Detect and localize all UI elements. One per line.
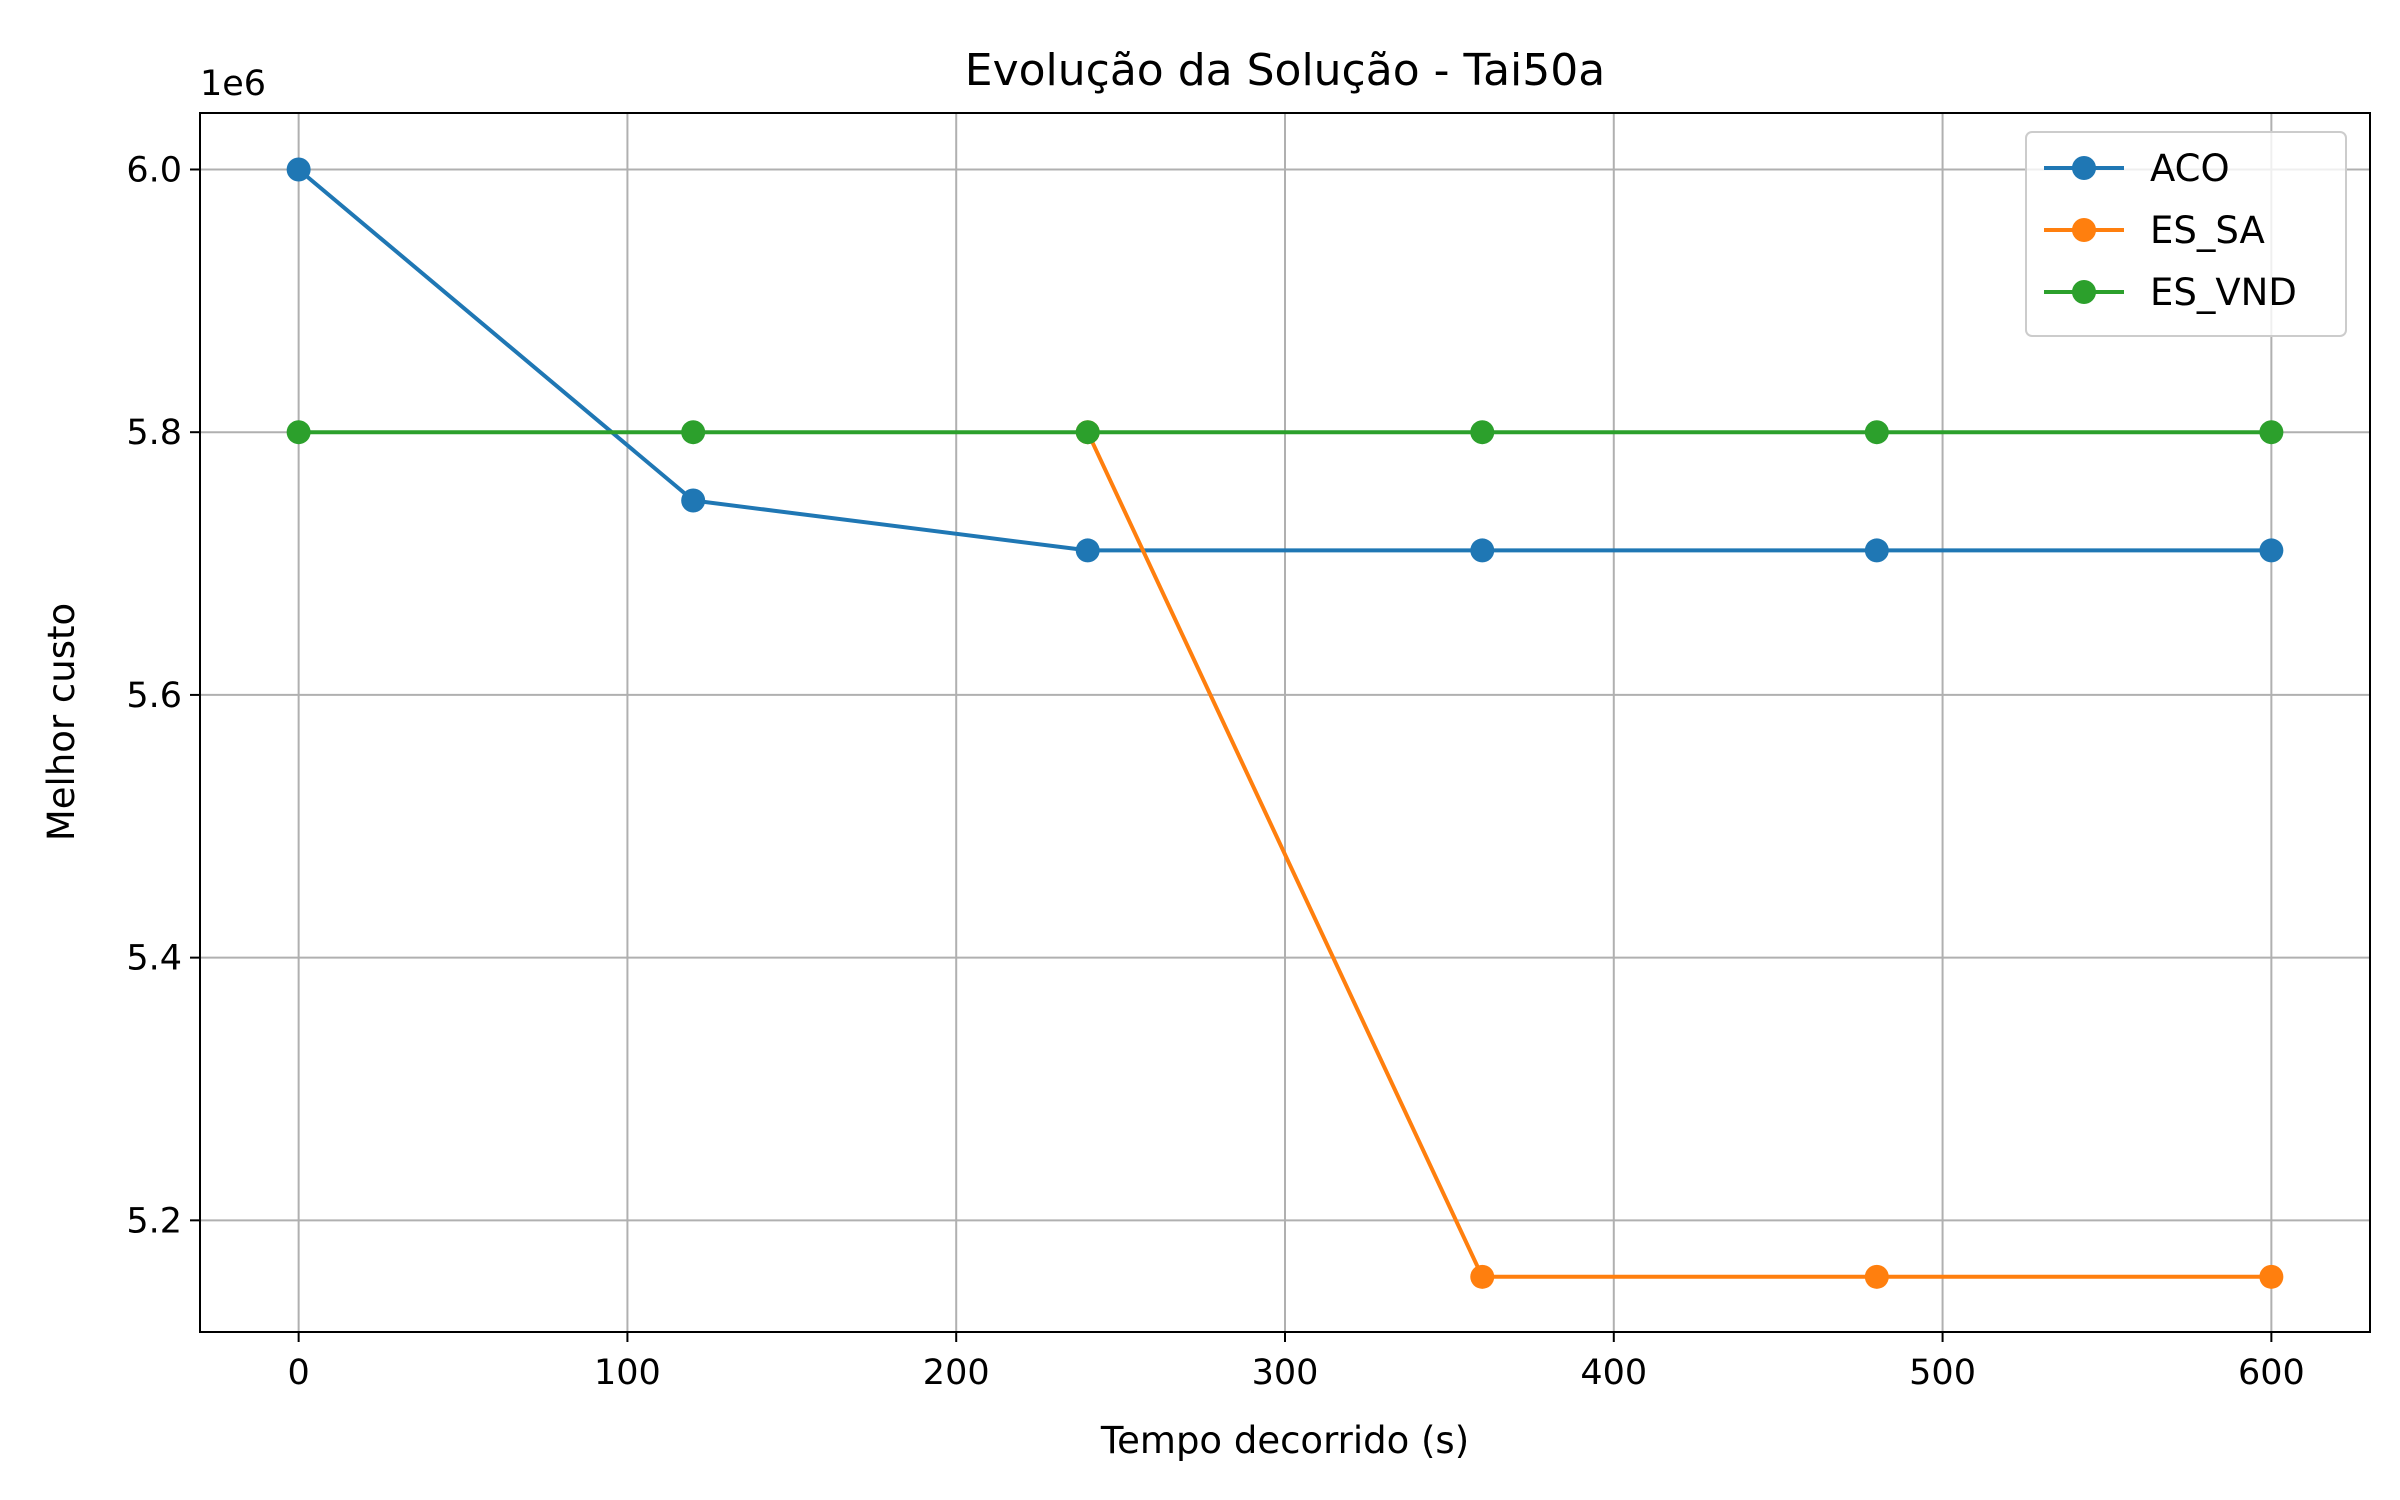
data-point-es-sa [2259, 1264, 2284, 1289]
x-tick-label: 500 [1909, 1353, 1976, 1393]
data-point-es-vnd [1470, 420, 1495, 445]
x-tick-label: 600 [2238, 1353, 2305, 1393]
legend-marker-es-sa [2072, 218, 2096, 242]
data-point-es-vnd [1864, 420, 1889, 445]
legend-label-es-sa: ES_SA [2150, 209, 2265, 252]
data-point-es-vnd [2259, 420, 2284, 445]
legend-marker-es-vnd [2072, 280, 2096, 304]
x-tick-label: 400 [1580, 1353, 1647, 1393]
legend-box [2025, 131, 2347, 337]
x-tick-label: 0 [287, 1353, 309, 1393]
legend: ACO ES_SA ES_VND [2025, 131, 2347, 337]
chart-title: Evolução da Solução - Tai50a [965, 45, 1605, 96]
y-tick-label: 5.6 [126, 676, 182, 716]
x-axis-label: Tempo decorrido (s) [1100, 1419, 1469, 1462]
axis-ticks: 0 100 200 300 400 500 600 5.2 5.4 5.6 5.8 6.0 [126, 150, 2304, 1393]
data-point-es-sa [1470, 1264, 1495, 1289]
series-lines [286, 157, 2284, 1289]
series-line-aco [297, 167, 2272, 553]
data-point-aco [1075, 538, 1100, 563]
x-tick-label: 200 [923, 1353, 990, 1393]
series-line-es-sa [1085, 431, 2272, 1279]
data-point-aco [1864, 538, 1889, 563]
data-point-aco [681, 488, 706, 513]
y-offset-label: 1e6 [200, 64, 266, 104]
y-tick-label: 5.2 [126, 1201, 182, 1241]
data-point-es-vnd [681, 420, 706, 445]
legend-label-aco: ACO [2150, 147, 2230, 190]
y-axis-label: Melhor custo [40, 603, 83, 841]
data-point-es-sa [1864, 1264, 1889, 1289]
legend-marker-aco [2072, 156, 2096, 180]
y-tick-label: 5.4 [126, 939, 182, 979]
data-point-es-vnd [1075, 420, 1100, 445]
data-point-aco [286, 157, 311, 182]
x-tick-label: 100 [594, 1353, 661, 1393]
y-tick-label: 6.0 [126, 150, 182, 190]
data-point-aco [1470, 538, 1495, 563]
legend-label-es-vnd: ES_VND [2150, 271, 2297, 314]
x-tick-label: 300 [1252, 1353, 1319, 1393]
data-point-es-vnd [286, 420, 311, 445]
data-point-aco [2259, 538, 2284, 563]
y-tick-label: 5.8 [126, 413, 182, 453]
